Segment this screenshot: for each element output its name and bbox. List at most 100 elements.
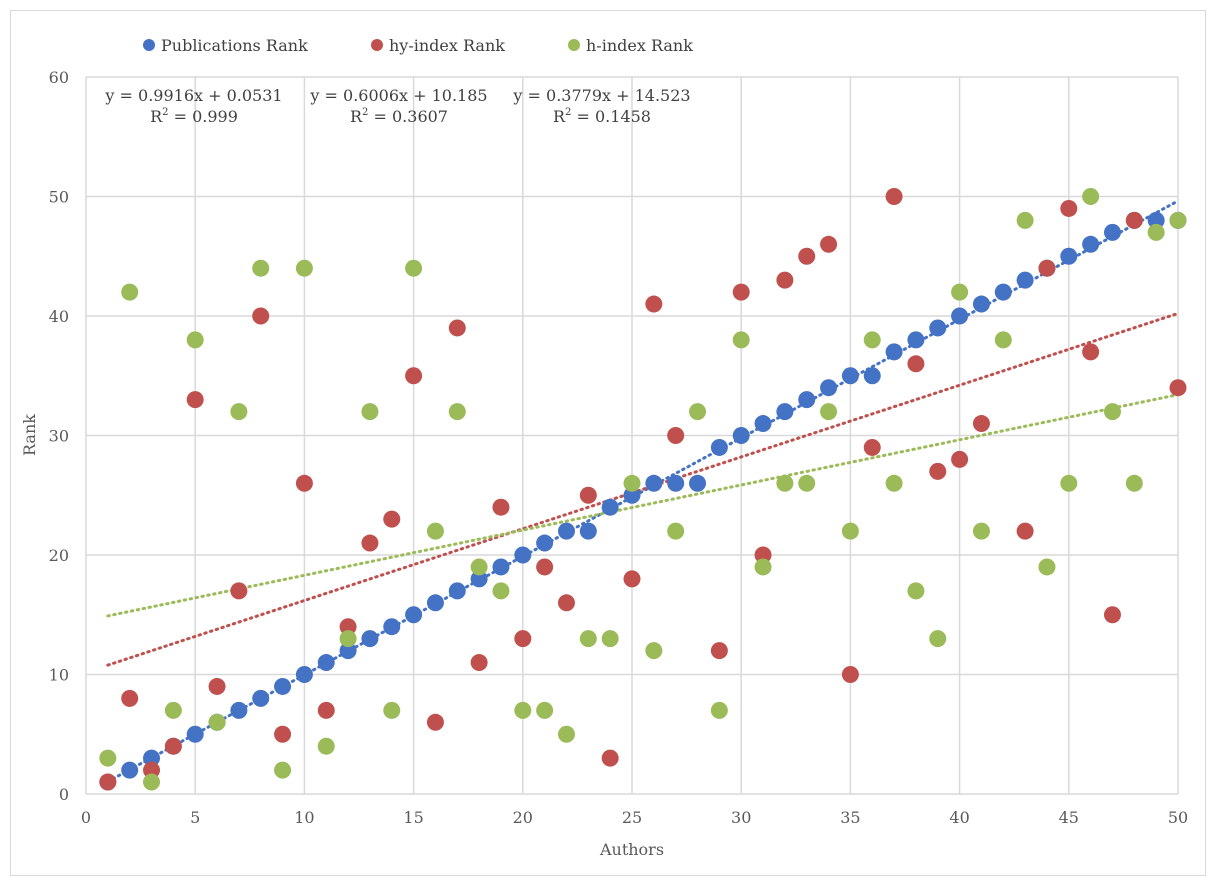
- trendline: [106, 311, 1180, 667]
- data-point-series-0: [776, 403, 794, 421]
- data-point-series-2: [383, 701, 401, 719]
- data-point-series-2: [164, 701, 182, 719]
- trendline: [106, 393, 1180, 618]
- y-tick-label: 60: [49, 68, 69, 87]
- data-point-series-0: [1082, 235, 1100, 253]
- trendline-equation: y = 0.3779x + 14.523: [512, 86, 690, 105]
- data-point-series-1: [601, 749, 619, 767]
- data-point-series-2: [841, 522, 859, 540]
- data-point-series-1: [121, 689, 139, 707]
- data-point-series-1: [776, 271, 794, 289]
- y-axis-ticks: 0 10 20 30 40 50 60: [49, 68, 69, 804]
- x-tick-label: 15: [403, 808, 423, 827]
- data-point-series-2: [1169, 211, 1187, 229]
- y-axis-title: Rank: [20, 414, 39, 456]
- data-point-series-1: [405, 367, 423, 385]
- x-tick-label: 45: [1059, 808, 1079, 827]
- data-point-series-1: [361, 534, 379, 552]
- data-point-series-1: [208, 677, 226, 695]
- trendline-r-squared: R2 = 0.1458: [553, 107, 651, 126]
- data-point-series-1: [514, 630, 532, 648]
- data-point-series-1: [339, 618, 357, 636]
- data-point-series-0: [820, 379, 838, 397]
- data-point-series-2: [929, 630, 947, 648]
- data-point-series-2: [121, 283, 139, 301]
- x-tick-label: 25: [622, 808, 642, 827]
- legend-marker: [568, 39, 580, 51]
- data-point-series-1: [252, 307, 270, 325]
- data-point-series-0: [230, 701, 248, 719]
- data-point-series-0: [689, 474, 707, 492]
- x-tick-label: 20: [513, 808, 533, 827]
- data-point-series-2: [230, 403, 248, 421]
- data-point-series-1: [1016, 522, 1034, 540]
- data-point-series-0: [1103, 223, 1121, 241]
- data-point-series-2: [186, 331, 204, 349]
- data-point-series-2: [295, 259, 313, 277]
- data-point-series-2: [274, 761, 292, 779]
- data-point-series-2: [317, 737, 335, 755]
- data-point-series-1: [885, 188, 903, 205]
- data-point-series-0: [885, 343, 903, 361]
- data-point-series-0: [907, 331, 925, 349]
- data-point-series-0: [317, 654, 335, 672]
- data-point-series-1: [164, 737, 182, 755]
- data-point-series-1: [907, 355, 925, 373]
- data-point-series-2: [448, 403, 466, 421]
- legend-label: Publications Rank: [161, 36, 308, 55]
- data-point-series-1: [732, 283, 750, 301]
- data-point-series-1: [929, 462, 947, 480]
- data-point-series-2: [143, 773, 161, 791]
- data-point-series-0: [1016, 271, 1034, 289]
- data-point-series-2: [732, 331, 750, 349]
- data-point-series-0: [405, 606, 423, 624]
- data-point-series-0: [929, 319, 947, 337]
- data-point-series-2: [99, 749, 117, 767]
- x-axis-ticks: 0 5 10 15 20 25 30 35 40 45 50: [81, 808, 1188, 827]
- x-axis-title: Authors: [599, 840, 664, 859]
- data-point-series-1: [274, 725, 292, 743]
- data-point-series-2: [1082, 188, 1100, 205]
- data-point-series-1: [1125, 211, 1143, 229]
- data-point-series-2: [1125, 474, 1143, 492]
- data-point-series-1: [186, 391, 204, 409]
- data-point-series-0: [994, 283, 1012, 301]
- data-point-series-1: [536, 558, 554, 576]
- data-point-series-2: [579, 630, 597, 648]
- data-point-series-0: [972, 295, 990, 313]
- y-tick-label: 0: [59, 785, 69, 804]
- x-tick-label: 40: [949, 808, 969, 827]
- x-tick-label: 10: [294, 808, 314, 827]
- data-point-series-0: [667, 474, 685, 492]
- data-point-series-1: [99, 773, 117, 791]
- data-point-series-2: [863, 331, 881, 349]
- data-point-series-1: [1060, 199, 1078, 217]
- trendline-equations: y = 0.9916x + 0.0531 R2 = 0.999 y = 0.6006…: [104, 86, 690, 126]
- data-point-series-1: [645, 295, 663, 313]
- data-point-series-2: [798, 474, 816, 492]
- data-point-series-1: [841, 666, 859, 683]
- data-point-series-2: [601, 630, 619, 648]
- data-point-series-0: [579, 522, 597, 540]
- x-tick-label: 35: [840, 808, 860, 827]
- data-point-series-1: [1038, 259, 1056, 277]
- data-point-series-2: [1147, 223, 1165, 241]
- data-point-series-1: [426, 713, 444, 731]
- data-point-series-1: [710, 642, 728, 660]
- data-point-series-1: [863, 438, 881, 456]
- data-point-series-0: [339, 642, 357, 660]
- data-point-series-0: [732, 427, 750, 444]
- data-point-series-0: [1147, 211, 1165, 229]
- data-point-series-0: [470, 570, 488, 588]
- data-point-series-0: [798, 391, 816, 409]
- x-tick-label: 5: [190, 808, 200, 827]
- data-point-series-0: [863, 367, 881, 385]
- gridlines: [85, 76, 1179, 795]
- data-point-series-0: [536, 534, 554, 552]
- data-point-series-2: [470, 558, 488, 576]
- data-point-series-1: [383, 510, 401, 528]
- data-point-series-0: [426, 594, 444, 612]
- legend-marker: [143, 39, 155, 51]
- data-point-series-1: [820, 235, 838, 253]
- data-point-series-2: [710, 701, 728, 719]
